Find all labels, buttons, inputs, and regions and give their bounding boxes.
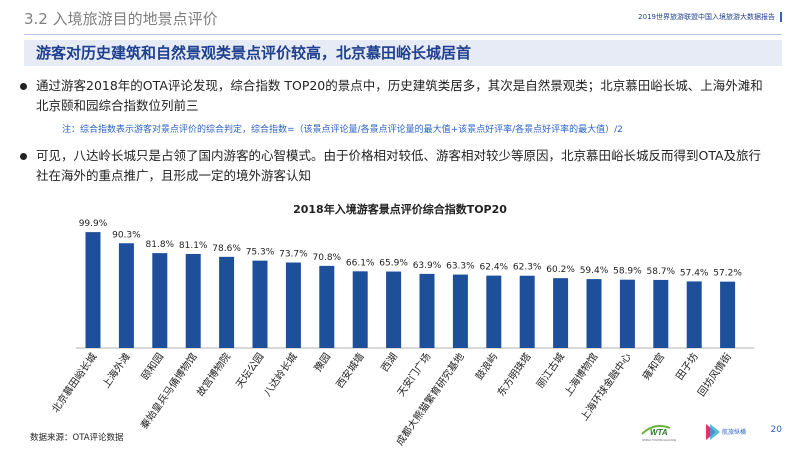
bar-11 — [452, 274, 468, 348]
category-label-4: 故宫博物院 — [194, 350, 233, 398]
category-label-17: 雍和宫 — [639, 350, 667, 382]
category-label-13: 东方明珠塔 — [494, 350, 533, 398]
category-label-5: 天坛公园 — [234, 351, 267, 391]
page-number: 20 — [770, 425, 782, 435]
data-label-15: 59.4% — [580, 266, 609, 276]
data-label-10: 63.9% — [413, 261, 442, 271]
category-label-18: 田子坊 — [673, 350, 701, 382]
bullet-dot-icon — [20, 83, 27, 90]
data-label-14: 60.2% — [546, 265, 575, 275]
bar-16 — [619, 279, 635, 348]
bullet-point-1: 通过游客2018年的OTA评论发现，综合指数 TOP20的景点中，历史建筑类居多… — [20, 76, 770, 116]
header-divider — [24, 34, 782, 35]
data-label-8: 66.1% — [346, 258, 375, 268]
category-label-19: 回坊风情街 — [695, 350, 734, 398]
category-label-12: 鼓浪屿 — [472, 350, 500, 382]
wta-logo-icon: WTA WORLD TOURISM ALLIANCE — [641, 425, 676, 442]
bar-15 — [586, 279, 602, 348]
headline-banner: 游客对历史建筑和自然景观类景点评价较高，北京慕田峪长城居首 — [24, 40, 782, 66]
bullet-dot-icon — [20, 153, 27, 160]
category-label-8: 西安城墙 — [333, 350, 367, 390]
partner-logo-text: 航旅纵横 — [722, 428, 746, 436]
data-label-6: 73.7% — [279, 250, 308, 260]
data-label-18: 57.4% — [680, 268, 709, 278]
report-name: 2019世界旅游联盟中国入境旅游大数据报告 — [638, 12, 782, 22]
bar-0 — [85, 232, 101, 348]
bar-6 — [285, 262, 301, 348]
wta-logo-subtext: WORLD TOURISM ALLIANCE — [642, 439, 676, 442]
data-label-11: 63.3% — [446, 262, 475, 272]
data-label-16: 58.9% — [613, 267, 642, 277]
bar-10 — [419, 273, 435, 348]
bar-4 — [219, 256, 235, 348]
bar-13 — [519, 275, 535, 348]
category-label-10: 天安门广场 — [394, 350, 433, 398]
data-label-13: 62.3% — [513, 263, 542, 273]
category-label-3: 秦始皇兵马俑博物馆 — [137, 350, 199, 431]
bullet-point-2: 可见，八达岭长城只是占领了国内游客的心智模式。由于价格相对较低、游客相对较少等原… — [20, 146, 770, 186]
data-label-7: 70.8% — [313, 253, 342, 263]
data-source: 数据来源：OTA评论数据 — [30, 433, 124, 443]
category-label-9: 西湖 — [379, 351, 400, 374]
bar-9 — [386, 271, 402, 348]
category-label-6: 八达岭长城 — [261, 350, 300, 398]
category-label-15: 上海博物馆 — [561, 350, 600, 398]
category-label-2: 颐和园 — [139, 351, 166, 382]
data-label-2: 81.8% — [146, 240, 175, 250]
bullet-text-2: 可见，八达岭长城只是占领了国内游客的心智模式。由于价格相对较低、游客相对较少等原… — [36, 148, 762, 183]
wta-logo-text: WTA — [650, 428, 668, 437]
category-label-0: 北京慕田峪长城 — [49, 350, 100, 415]
bar-14 — [553, 278, 569, 348]
category-label-1: 上海外滩 — [99, 350, 133, 390]
bar-2 — [152, 253, 168, 348]
bar-12 — [486, 275, 502, 348]
partner-logo-icon: 航旅纵横 — [706, 424, 746, 440]
data-label-3: 81.1% — [179, 241, 208, 251]
bar-1 — [118, 243, 134, 348]
index-note: 注：综合指数表示游客对景点评价的综合判定，综合指数=（该景点评论量/各景点评论量… — [62, 125, 623, 135]
bullet-text-1: 通过游客2018年的OTA评论发现，综合指数 TOP20的景点中，历史建筑类居多… — [36, 78, 763, 113]
bar-18 — [686, 281, 702, 348]
data-label-9: 65.9% — [379, 259, 408, 269]
chart-title: 2018年入境游客景点评价综合指数TOP20 — [293, 203, 507, 216]
section-title: 3.2 入境旅游目的地景点评价 — [24, 10, 218, 28]
category-label-14: 丽江古城 — [533, 350, 567, 390]
data-label-12: 62.4% — [480, 263, 509, 273]
bar-3 — [185, 253, 201, 348]
data-label-0: 99.9% — [79, 219, 108, 229]
bar-7 — [319, 265, 335, 348]
category-label-7: 豫园 — [311, 350, 333, 374]
data-label-19: 57.2% — [713, 269, 742, 279]
bar-8 — [352, 271, 368, 348]
bar-17 — [653, 279, 669, 348]
data-label-4: 78.6% — [212, 244, 241, 254]
data-label-1: 90.3% — [112, 230, 141, 240]
data-label-17: 58.7% — [647, 267, 676, 277]
bar-5 — [252, 260, 268, 348]
partner-logos: WTA WORLD TOURISM ALLIANCE 航旅纵横 — [641, 424, 746, 442]
data-label-5: 75.3% — [246, 248, 275, 258]
bar-19 — [720, 281, 736, 348]
